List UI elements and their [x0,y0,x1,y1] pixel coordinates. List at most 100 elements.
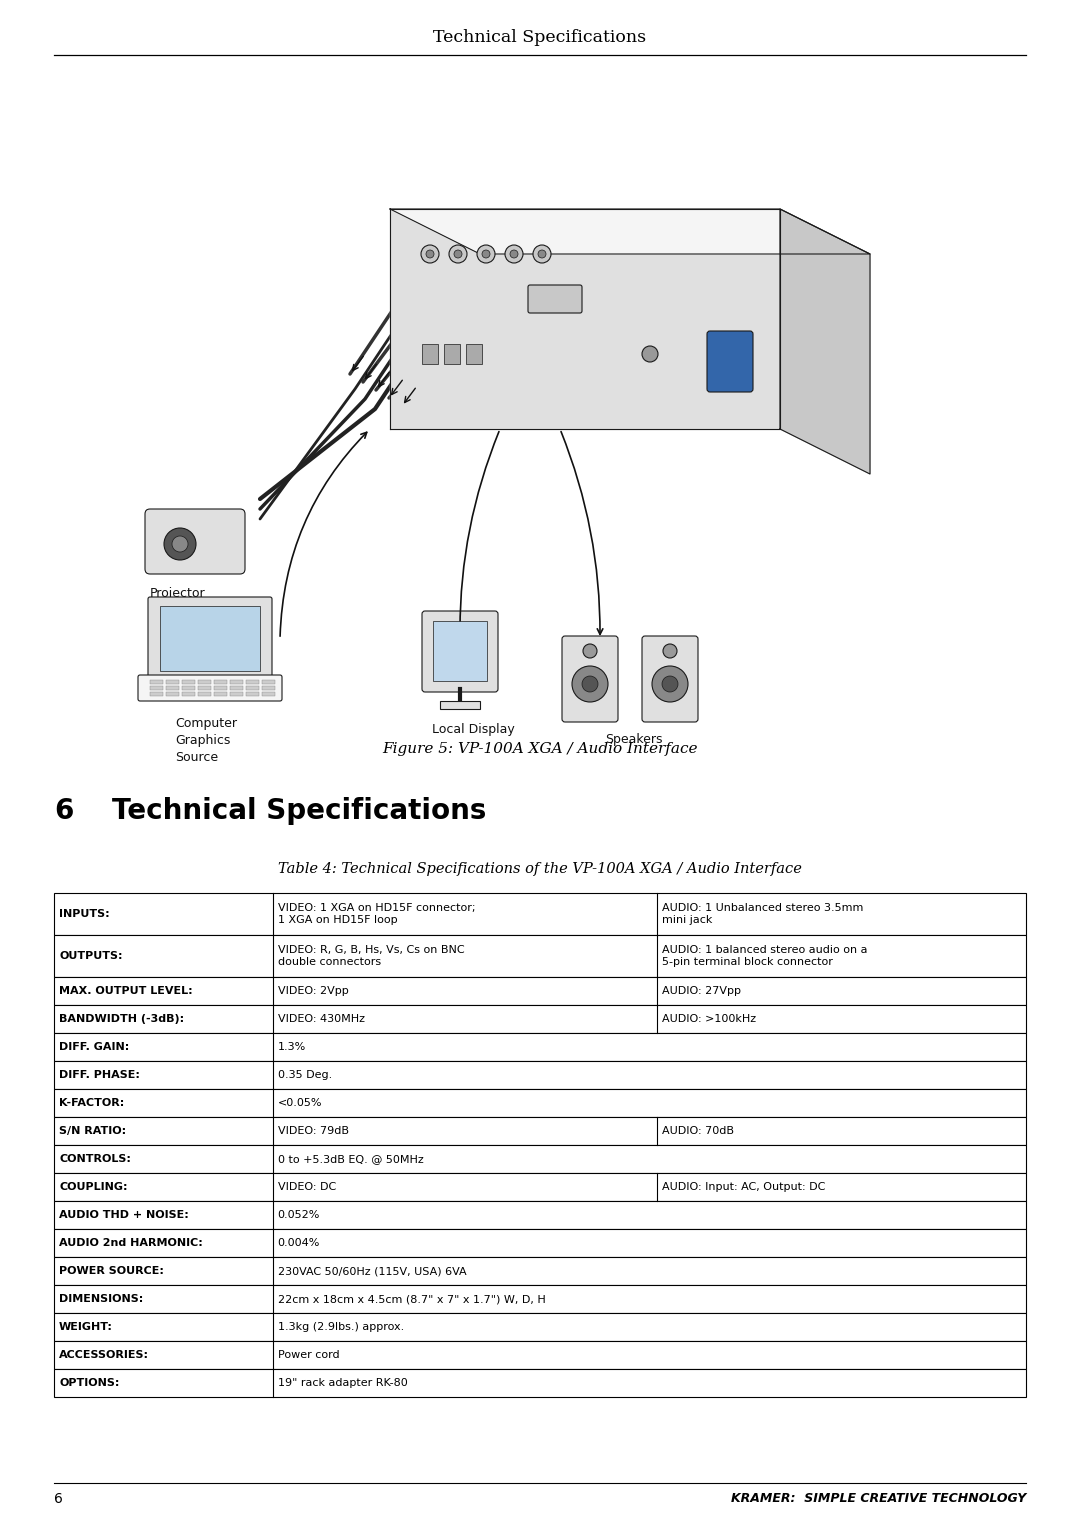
Circle shape [538,251,546,258]
Bar [54,1284,1026,1313]
Text: INPUTS:: INPUTS: [59,910,110,919]
Bar [214,680,227,683]
Bar [54,1118,1026,1145]
Bar [54,1034,1026,1061]
Text: VIDEO: R, G, B, Hs, Vs, Cs on BNC
double connectors: VIDEO: R, G, B, Hs, Vs, Cs on BNC double… [278,945,464,968]
Text: BANDWIDTH (-3dB):: BANDWIDTH (-3dB): [59,1014,184,1024]
Bar [246,687,259,690]
Text: AUDIO: Input: AC, Output: DC: AUDIO: Input: AC, Output: DC [662,1182,825,1193]
Circle shape [534,245,551,263]
Text: S/N RATIO:: S/N RATIO: [59,1125,126,1136]
Text: K-FACTOR:: K-FACTOR: [59,1098,124,1109]
Text: Projector: Projector [150,587,205,599]
Bar [54,1061,1026,1089]
Text: AUDIO: 27Vpp: AUDIO: 27Vpp [662,986,741,995]
Text: VIDEO: DC: VIDEO: DC [278,1182,336,1193]
Bar [54,1200,1026,1229]
FancyBboxPatch shape [562,636,618,722]
Text: OUTPUTS:: OUTPUTS: [59,951,122,962]
Circle shape [652,667,688,702]
Bar [54,1145,1026,1173]
Text: 0.052%: 0.052% [278,1209,320,1220]
Text: 19" rack adapter RK-80: 19" rack adapter RK-80 [278,1378,407,1388]
Text: AUDIO 2nd HARMONIC:: AUDIO 2nd HARMONIC: [59,1238,203,1248]
Bar [198,680,211,683]
FancyBboxPatch shape [138,674,282,700]
Text: Figure 5: VP-100A XGA / Audio Interface: Figure 5: VP-100A XGA / Audio Interface [382,742,698,755]
Bar [440,700,480,709]
FancyBboxPatch shape [707,330,753,391]
Bar [465,344,482,364]
Bar [54,1368,1026,1398]
Bar [54,977,1026,1005]
Text: DIFF. PHASE:: DIFF. PHASE: [59,1070,140,1079]
Text: DIMENSIONS:: DIMENSIONS: [59,1294,144,1304]
Text: 230VAC 50/60Hz (115V, USA) 6VA: 230VAC 50/60Hz (115V, USA) 6VA [278,1266,467,1277]
Circle shape [505,245,523,263]
Text: OPTIONS:: OPTIONS: [59,1378,120,1388]
Circle shape [164,528,195,560]
Bar [150,687,163,690]
Text: DIFF. GAIN:: DIFF. GAIN: [59,1041,130,1052]
Polygon shape [390,209,870,254]
Text: 0.004%: 0.004% [278,1238,320,1248]
Bar [54,936,1026,977]
Bar [54,1341,1026,1368]
Circle shape [482,251,490,258]
Text: AUDIO THD + NOISE:: AUDIO THD + NOISE: [59,1209,189,1220]
Bar [166,687,179,690]
Circle shape [454,251,462,258]
Bar [246,680,259,683]
Circle shape [421,245,438,263]
Text: POWER SOURCE:: POWER SOURCE: [59,1266,164,1277]
Circle shape [642,346,658,362]
Text: WEIGHT:: WEIGHT: [59,1323,113,1332]
Text: Local Display: Local Display [432,723,515,735]
Text: 0 to +5.3dB EQ. @ 50MHz: 0 to +5.3dB EQ. @ 50MHz [278,1154,423,1164]
Text: AUDIO: 1 balanced stereo audio on a
5-pin terminal block connector: AUDIO: 1 balanced stereo audio on a 5-pi… [662,945,867,968]
Text: VIDEO: 2Vpp: VIDEO: 2Vpp [278,986,349,995]
Bar [262,680,275,683]
Bar [54,1173,1026,1200]
Text: COUPLING:: COUPLING: [59,1182,127,1193]
Text: AUDIO: >100kHz: AUDIO: >100kHz [662,1014,756,1024]
Circle shape [583,644,597,657]
Bar [166,693,179,696]
Text: VIDEO: 79dB: VIDEO: 79dB [278,1125,349,1136]
FancyBboxPatch shape [145,509,245,573]
Circle shape [663,644,677,657]
Text: VIDEO: 1 XGA on HD15F connector;
1 XGA on HD15F loop: VIDEO: 1 XGA on HD15F connector; 1 XGA o… [278,902,475,925]
Text: ACCESSORIES:: ACCESSORIES: [59,1350,149,1359]
Bar [54,1005,1026,1034]
Bar [150,680,163,683]
Circle shape [510,251,518,258]
Polygon shape [390,209,780,430]
Circle shape [449,245,467,263]
Bar [183,680,195,683]
Bar [54,1257,1026,1284]
Text: 1.3%: 1.3% [278,1041,306,1052]
FancyBboxPatch shape [642,636,698,722]
Bar [230,687,243,690]
Circle shape [172,537,188,552]
Bar [444,344,460,364]
Circle shape [582,676,598,693]
Bar [214,693,227,696]
Circle shape [662,676,678,693]
Text: Speakers: Speakers [605,732,662,746]
Bar [54,1089,1026,1118]
Bar [214,687,227,690]
Text: Table 4: Technical Specifications of the VP-100A XGA / Audio Interface: Table 4: Technical Specifications of the… [278,862,802,876]
Bar [183,687,195,690]
Bar [262,693,275,696]
Text: Technical Specifications: Technical Specifications [112,797,486,826]
Text: Computer
Graphics
Source: Computer Graphics Source [175,717,237,764]
Text: KRAMER:  SIMPLE CREATIVE TECHNOLOGY: KRAMER: SIMPLE CREATIVE TECHNOLOGY [731,1492,1026,1506]
Bar [230,693,243,696]
Text: <0.05%: <0.05% [278,1098,322,1109]
Bar [198,693,211,696]
Bar [183,693,195,696]
Text: CONTROLS:: CONTROLS: [59,1154,131,1164]
Bar [150,693,163,696]
Text: 6: 6 [54,1492,63,1506]
